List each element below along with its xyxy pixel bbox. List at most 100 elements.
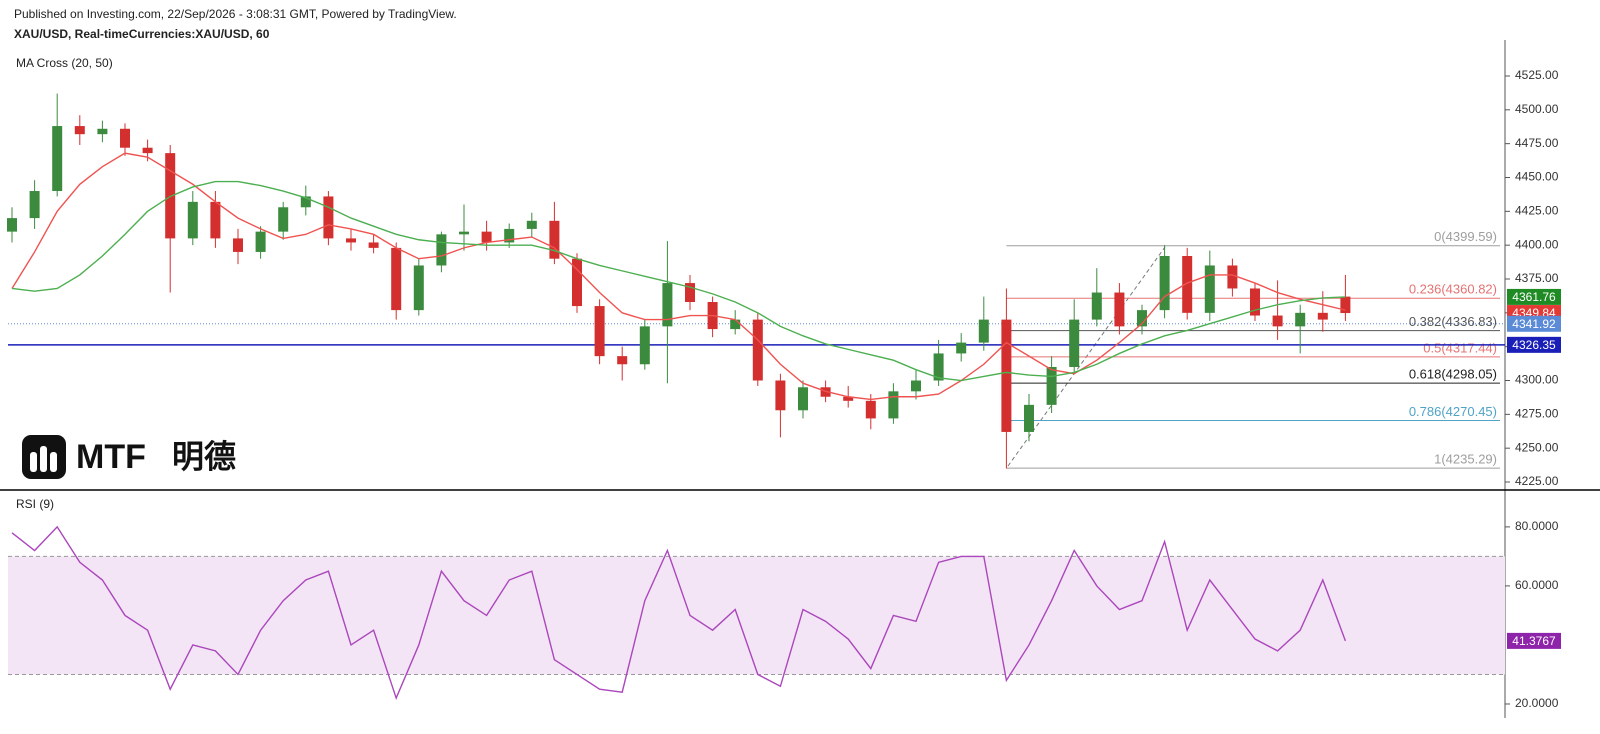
candle-body [255,231,266,252]
candle-body [1069,319,1080,367]
price-label-box [1507,288,1561,305]
candle-body [594,306,605,357]
fib-label: 0.382(4336.83) [1409,314,1497,329]
rsi-line [11,525,1347,701]
candle-body [1091,292,1102,320]
candle-body [120,128,130,148]
candle-body [7,218,17,232]
logo-text: MTF [76,438,146,476]
candle-body [1159,255,1170,311]
candle-body [1137,310,1147,327]
candle-body [481,231,492,243]
logo-cjk: 明德 [172,438,236,474]
candle-body [798,387,808,411]
y-tick-label: 20.0000 [1515,696,1559,710]
rsi-label: RSI (9) [16,497,54,511]
price-label-box [1507,336,1561,353]
logo: MTF 明德 [22,435,236,479]
candle-body [323,196,334,239]
candle-body [752,319,763,381]
y-tick-label: 4300.00 [1515,373,1559,387]
candle-body [187,201,198,239]
candle-body [300,196,311,208]
y-tick-label: 4500.00 [1515,102,1559,116]
candle-body [29,191,40,219]
publish-note: Published on Investing.com, 22/Sep/2026 … [14,7,457,21]
y-tick-label: 4400.00 [1515,237,1559,251]
candle-body [368,242,379,248]
logo-bar [30,452,37,472]
candle-body [1024,404,1034,432]
rsi-label-box [1507,632,1561,649]
price-label: 4341.92 [1512,317,1556,331]
candle-body [210,201,221,239]
candle-body [572,258,582,307]
fib-label: 0(4399.59) [1434,229,1497,244]
candle-body [685,283,695,303]
candle-body [1204,265,1215,313]
candle-body [639,326,650,365]
indicator-label: MA Cross (20, 50) [16,56,113,70]
candle-body [933,353,944,381]
candle-body [413,265,424,311]
candle-body [526,220,537,229]
y-tick-label: 4225.00 [1515,474,1559,488]
fib-label: 0.5(4317.44) [1423,340,1497,355]
candle-body [346,238,356,243]
candle-body [459,231,469,235]
y-tick-label: 4375.00 [1515,271,1559,285]
y-tick-label: 4250.00 [1515,440,1559,454]
candle-body [436,234,447,266]
logo-bar [40,446,47,472]
candle-body [978,319,989,343]
candle-body [911,380,921,392]
candle-body [1317,312,1328,320]
candle-body [391,247,402,311]
candle-body [888,391,899,419]
candle-body [775,380,786,411]
y-tick-label: 60.0000 [1515,578,1559,592]
candle-body [97,128,108,135]
rsi-label-value: 41.3767 [1512,634,1556,648]
y-tick-label: 4475.00 [1515,136,1559,150]
candle-body [52,126,63,192]
candle-body [730,319,741,330]
price-label: 4361.76 [1512,290,1556,304]
y-tick-label: 80.0000 [1515,519,1559,533]
candle-body [1227,265,1238,289]
candle-body [1340,296,1351,314]
candle-body [843,396,854,401]
y-tick-label: 4425.00 [1515,204,1559,218]
candle-body [1182,255,1193,313]
symbol-title: XAU/USD, Real-timeCurrencies:XAU/USD, 60 [14,27,270,41]
candle-body [142,147,153,154]
rsi-band [8,556,1505,675]
ma-line [11,180,1346,382]
y-tick-label: 4450.00 [1515,170,1559,184]
fib-label: 0.236(4360.82) [1409,282,1497,297]
candle-body [1295,312,1306,327]
candle-body [74,126,85,135]
logo-bar [50,452,57,472]
y-tick-label: 4525.00 [1515,68,1559,82]
candle-body [1114,292,1125,327]
candle-body [662,283,673,327]
fib-label: 0.786(4270.45) [1409,404,1497,419]
ma-line [11,152,1346,401]
candle-body [278,207,289,232]
candle-body [956,342,967,354]
plot-area: 4225.004250.004275.004300.004325.004350.… [7,68,1561,710]
candle-body [1272,315,1283,327]
candle-body [865,400,876,419]
candle-body [1046,366,1057,405]
candle-body [1250,288,1260,316]
y-tick-label: 4275.00 [1515,407,1559,421]
price-label: 4326.35 [1512,338,1556,352]
fib-label: 0.618(4298.05) [1409,367,1497,382]
candle-body [1001,319,1012,432]
candle-body [504,228,515,243]
price-label-box [1507,315,1561,332]
candle-body [549,220,560,259]
candle-body [617,356,628,365]
